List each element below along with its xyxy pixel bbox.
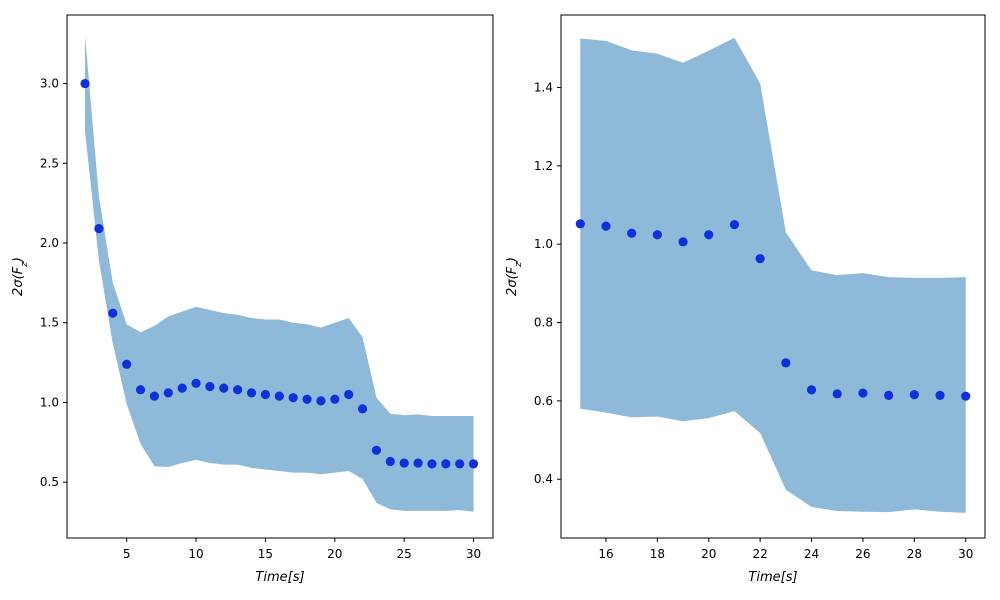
data-point bbox=[135, 385, 146, 395]
plot-area bbox=[575, 37, 971, 513]
data-point bbox=[399, 458, 409, 468]
y-axis-label: 2σ(Fz) bbox=[505, 257, 524, 296]
data-point bbox=[274, 391, 284, 401]
data-point bbox=[832, 389, 842, 399]
data-point bbox=[806, 385, 817, 395]
data-point bbox=[961, 391, 971, 401]
confidence-band bbox=[85, 35, 474, 512]
data-point bbox=[163, 388, 173, 398]
y-axis-label: 2σ(Fz) bbox=[11, 257, 30, 296]
y-tick-label: 2.0 bbox=[40, 236, 59, 250]
x-tick-label: 20 bbox=[327, 547, 342, 561]
data-point bbox=[575, 219, 585, 229]
data-point bbox=[935, 390, 945, 400]
data-point bbox=[652, 230, 662, 240]
data-point bbox=[149, 391, 160, 401]
data-point bbox=[191, 378, 201, 388]
x-tick-label: 30 bbox=[958, 547, 973, 561]
y-tick-label: 1.4 bbox=[534, 80, 553, 94]
x-tick-label: 16 bbox=[598, 547, 613, 561]
data-point bbox=[344, 389, 354, 400]
data-point bbox=[108, 308, 118, 318]
x-tick-label: 25 bbox=[397, 547, 412, 561]
data-point bbox=[601, 221, 611, 231]
data-point bbox=[288, 393, 298, 403]
data-point bbox=[80, 78, 90, 89]
y-tick-label: 0.6 bbox=[534, 394, 553, 408]
x-axis-label: Time[s] bbox=[255, 570, 304, 585]
data-point bbox=[205, 381, 215, 392]
data-point bbox=[122, 359, 132, 369]
x-tick-label: 5 bbox=[123, 547, 131, 561]
data-point bbox=[678, 237, 688, 247]
y-tick-label: 1.2 bbox=[534, 159, 553, 173]
data-point bbox=[94, 224, 104, 234]
x-tick-label: 26 bbox=[855, 547, 870, 561]
y-tick-label: 1.5 bbox=[40, 316, 59, 330]
y-tick-label: 2.5 bbox=[40, 156, 59, 170]
x-tick-label: 18 bbox=[650, 547, 665, 561]
data-point bbox=[427, 459, 437, 469]
confidence-band bbox=[580, 37, 966, 513]
x-tick-label: 30 bbox=[466, 547, 481, 561]
data-point bbox=[330, 394, 340, 404]
y-tick-label: 3.0 bbox=[40, 77, 59, 91]
data-point bbox=[729, 219, 740, 230]
x-axis-label: Time[s] bbox=[748, 570, 797, 585]
y-tick-label: 0.8 bbox=[534, 316, 553, 330]
data-point bbox=[316, 396, 326, 406]
data-point bbox=[704, 230, 714, 240]
chart-panel-2: 16 18 20 22 24 26 28 30 0.4 0.6 0.8 1.0 1.2 1.4 Time[s… bbox=[505, 14, 986, 585]
data-point bbox=[455, 459, 465, 469]
y-tick-label: 1.0 bbox=[40, 395, 59, 409]
y-tick-label: 1.0 bbox=[534, 237, 553, 251]
data-point bbox=[246, 388, 257, 398]
data-point bbox=[884, 390, 894, 400]
x-tick-label: 20 bbox=[701, 547, 716, 561]
data-point bbox=[441, 459, 451, 469]
data-point bbox=[468, 459, 479, 469]
y-tick-label: 0.4 bbox=[534, 472, 553, 486]
data-point bbox=[909, 390, 919, 400]
y-tick-label: 0.5 bbox=[40, 475, 59, 489]
data-point bbox=[755, 254, 765, 264]
data-point bbox=[385, 456, 395, 467]
data-point bbox=[177, 383, 187, 393]
data-point bbox=[233, 385, 243, 395]
data-point bbox=[858, 388, 868, 398]
data-point bbox=[260, 389, 271, 400]
x-tick-label: 28 bbox=[907, 547, 922, 561]
axes-frame bbox=[66, 14, 494, 539]
data-point bbox=[371, 445, 382, 455]
data-point bbox=[627, 228, 637, 238]
chart-panel-1: 5 10 15 20 25 30 0.5 1.0 1.5 2.0 2.5 3.0 Time[s] 2σ(F… bbox=[11, 14, 494, 585]
x-tick-label: 10 bbox=[188, 547, 203, 561]
x-tick-label: 22 bbox=[753, 547, 768, 561]
x-tick-label: 15 bbox=[258, 547, 273, 561]
axes-frame bbox=[560, 14, 986, 539]
data-point bbox=[219, 383, 229, 393]
data-point bbox=[302, 394, 312, 404]
plot-area bbox=[80, 35, 479, 512]
x-tick-label: 24 bbox=[804, 547, 819, 561]
data-point bbox=[413, 458, 423, 468]
data-point bbox=[781, 358, 791, 368]
data-point bbox=[357, 404, 368, 414]
